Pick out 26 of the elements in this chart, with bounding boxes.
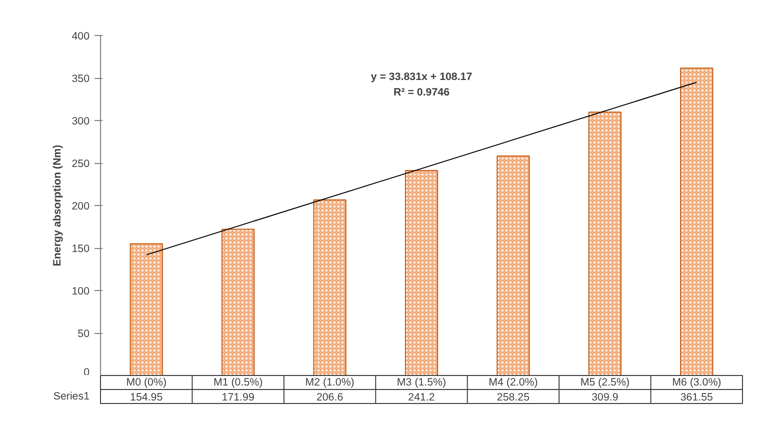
y-tick-label: 250 (72, 158, 90, 170)
y-tick-label: 200 (72, 200, 90, 212)
y-tick-label: 150 (72, 243, 90, 255)
data-label: 206.6 (316, 392, 344, 404)
data-label: 258.25 (496, 392, 530, 404)
data-label: 241.2 (408, 392, 435, 404)
x-tick-label: M1 (0.5%) (213, 376, 263, 388)
y-tick-label: 100 (72, 286, 90, 298)
x-tick-label: M6 (3.0%) (672, 376, 722, 388)
y-tick-label: 50 (78, 328, 90, 340)
y-tick-label: 300 (72, 116, 90, 128)
x-tick-label: M5 (2.5%) (580, 376, 630, 388)
x-tick-label: M3 (1.5%) (396, 376, 446, 388)
y-axis-title: Energy absorption (Nm) (52, 144, 64, 266)
data-label: 309.9 (592, 392, 618, 404)
text: Series1 (53, 390, 90, 402)
x-tick-label: M4 (2.0%) (488, 376, 538, 388)
data-label: 154.95 (130, 392, 163, 404)
x-tick-label: M0 (0%) (126, 376, 166, 388)
data-label: 361.55 (680, 392, 714, 404)
y-tick-label: 350 (72, 73, 90, 85)
data-label: 171.99 (222, 392, 254, 404)
y-tick-label: 400 (72, 30, 90, 42)
annotation: y = 33.831x + 108.17 (370, 71, 472, 84)
annotation: R² = 0.9746 (394, 86, 450, 98)
x-tick-label: M2 (1.0%) (305, 376, 354, 388)
